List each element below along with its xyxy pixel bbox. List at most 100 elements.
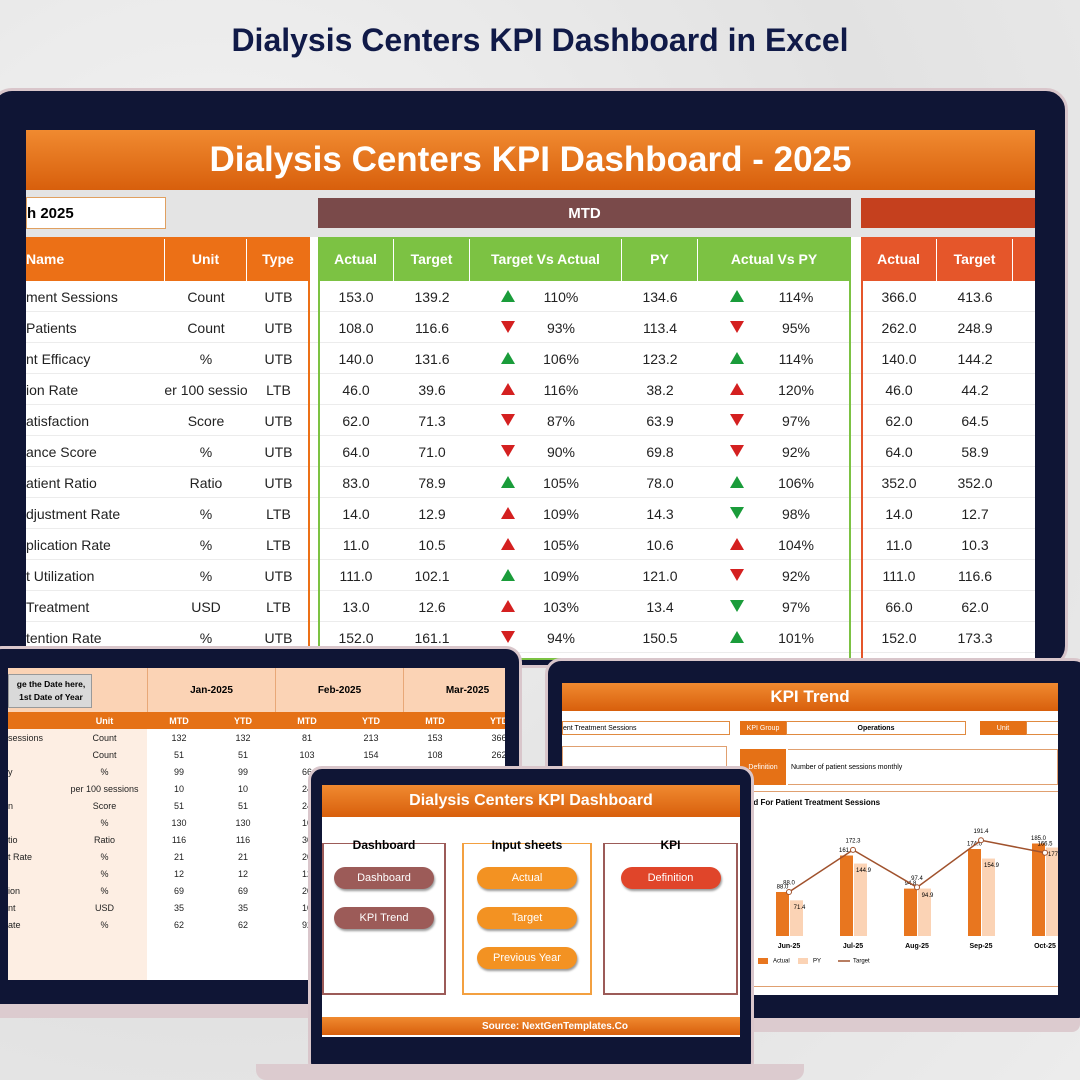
cell: 38.2	[646, 381, 674, 398]
cell: 35	[237, 902, 248, 913]
cell: UTB	[264, 567, 293, 584]
column-header: Actual	[861, 237, 937, 281]
cell: 10	[301, 902, 312, 913]
kpi-name-box: ent Treatment Sessions	[562, 721, 730, 735]
trend-arrow	[730, 569, 744, 581]
trend-arrow	[730, 445, 744, 457]
nav-button[interactable]: Definition	[620, 867, 721, 889]
cell: 13.4	[646, 598, 674, 615]
sub-header: YTD	[234, 715, 252, 726]
title-bar: Dialysis Centers KPI Dashboard	[322, 785, 740, 817]
cell: 111.0	[882, 567, 916, 584]
column-header: Target	[937, 237, 1013, 281]
cell: Count	[187, 319, 225, 336]
cell: %	[100, 885, 109, 896]
cell: 97%	[781, 598, 811, 615]
cell: 69	[173, 885, 184, 896]
sub-header: YTD	[490, 715, 505, 726]
sub-header: MTD	[425, 715, 445, 726]
cell: 154	[363, 749, 379, 760]
cell: 30	[301, 834, 312, 845]
nav-button[interactable]: Dashboard	[334, 867, 434, 889]
heading: Dialysis Centers KPI Dashboard in Excel	[231, 21, 849, 58]
target-marker	[786, 889, 792, 895]
cell: 62.0	[885, 412, 913, 429]
cell: 10.5	[418, 536, 446, 553]
cell: ment Sessions	[26, 288, 118, 305]
cell: ance Score	[26, 443, 97, 460]
cell: 12	[301, 868, 312, 879]
x-tick-label: Jun-25	[778, 943, 801, 950]
cell: 12	[173, 868, 184, 879]
bar	[982, 858, 995, 936]
cell: 352.0	[957, 474, 993, 491]
cell: atisfaction	[26, 412, 90, 429]
cell: Count	[92, 732, 117, 743]
trend-arrow	[730, 290, 744, 302]
cell: Ratio	[189, 474, 223, 491]
unit-box	[1026, 721, 1058, 735]
group-title: Dashboard	[352, 838, 416, 852]
cell: USD	[94, 902, 114, 913]
cell: 114%	[778, 350, 814, 367]
cell: 116.6	[958, 567, 992, 584]
cell: 12.6	[418, 598, 446, 615]
value-label: 185.0	[1031, 836, 1047, 842]
cell: 108	[427, 749, 443, 760]
cell: 24	[301, 783, 312, 794]
column-header: Unit	[165, 237, 247, 281]
cell: sessions	[8, 732, 44, 743]
legend-label: PY	[813, 959, 821, 965]
cell: UTB	[264, 412, 293, 429]
cell: %	[199, 629, 213, 646]
cell: UTB	[264, 443, 293, 460]
cell: %	[199, 443, 213, 460]
cell: %	[100, 766, 109, 777]
trend-arrow	[501, 414, 515, 426]
cell: 21	[173, 851, 184, 862]
cell: 71.0	[418, 443, 446, 460]
cell: 81	[301, 732, 312, 743]
cell: 161.1	[414, 629, 450, 646]
header-filler	[1013, 237, 1035, 281]
nav-button[interactable]: Target	[477, 907, 577, 929]
cell: 116%	[543, 381, 579, 398]
trend-arrow	[501, 321, 515, 333]
cell: 39.6	[418, 381, 446, 398]
cell: 10.3	[961, 536, 989, 553]
cell: USD	[191, 598, 221, 615]
cell: 63.9	[646, 412, 674, 429]
trend-arrow	[730, 507, 744, 519]
definition: Number of patient sessions monthly	[788, 749, 1058, 785]
value-label: 97.4	[911, 876, 923, 882]
block-border	[861, 237, 1035, 660]
trend-arrow	[501, 600, 515, 612]
nav-button[interactable]: Previous Year	[477, 947, 577, 969]
column-header: Name	[26, 237, 165, 281]
cell: 12	[237, 868, 248, 879]
cell: n	[8, 800, 14, 811]
cell: 64.0	[342, 443, 370, 460]
cell: 130	[235, 817, 251, 828]
nav-button[interactable]: KPI Trend	[334, 907, 434, 929]
target-marker	[850, 846, 856, 853]
laptop-base	[256, 1064, 804, 1080]
title-bar: Dialysis Centers KPI Dashboard - 2025	[26, 130, 1035, 190]
unit-header: Unit	[95, 715, 114, 726]
cell: tention Rate	[26, 629, 102, 646]
cell: Ratio	[93, 834, 115, 845]
cell: Score	[92, 800, 117, 811]
cell: 366.0	[881, 288, 917, 305]
cell: 13.0	[342, 598, 370, 615]
cell: UTB	[264, 474, 293, 491]
month-header: Jan-2025	[147, 668, 275, 712]
bar	[1046, 847, 1058, 936]
target-marker	[914, 884, 920, 891]
cell: 92%	[781, 443, 811, 460]
cell: 24	[301, 800, 312, 811]
cell: 173.3	[957, 629, 993, 646]
cell: 134.6	[642, 288, 678, 305]
nav-button[interactable]: Actual	[477, 867, 577, 889]
cell: Score	[187, 412, 225, 429]
column-header: Actual Vs PY	[698, 237, 851, 281]
